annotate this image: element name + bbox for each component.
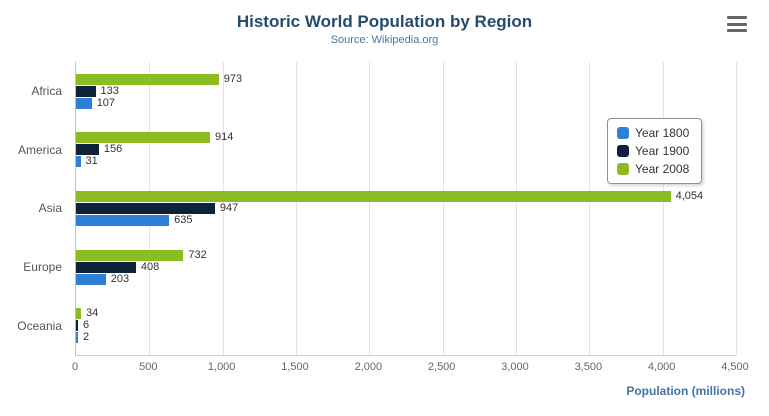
- category-row-oceania: 34 6 2: [76, 296, 736, 355]
- bar-year-2008-europe[interactable]: [76, 249, 184, 261]
- gridline: [662, 62, 664, 355]
- bar-year-1800-america[interactable]: [76, 156, 81, 168]
- legend: Year 1800 Year 1900 Year 2008: [607, 118, 703, 184]
- x-tick-label: 2,500: [427, 361, 456, 373]
- legend-swatch: [617, 145, 629, 157]
- bar-value-label: 31: [85, 155, 98, 168]
- bar-value-label: 947: [219, 201, 239, 214]
- gridline: [516, 62, 517, 355]
- bar-value-label: 6: [83, 319, 90, 332]
- x-tick-label: 3,500: [574, 361, 603, 373]
- bar-value-label: 156: [103, 143, 123, 156]
- hamburger-line: [727, 29, 747, 32]
- bar-year-2008-oceania[interactable]: [76, 308, 81, 320]
- gridline: [296, 62, 297, 355]
- category-label-europe: Europe: [23, 260, 62, 275]
- legend-label: Year 1900: [635, 144, 690, 158]
- x-tick-label: 4,500: [721, 361, 749, 373]
- legend-label: Year 2008: [635, 162, 690, 176]
- bar-year-1900-africa[interactable]: [76, 85, 96, 97]
- gridline: [442, 62, 444, 355]
- gridline: [369, 62, 371, 355]
- x-tick-label: 1,000: [207, 361, 236, 373]
- bar-value-label: 732: [188, 248, 207, 261]
- gridline: [736, 62, 737, 355]
- gridline: [222, 62, 224, 355]
- hamburger-line: [727, 22, 747, 26]
- category-row-africa: 973 133 107: [76, 62, 736, 121]
- category-row-america: 914 156 31: [76, 121, 736, 180]
- plot-area: 973 133 107 914 156 31 4,054 947 635 732 408 203 34 6…: [75, 62, 737, 356]
- bar-value-label: 4,054: [675, 189, 704, 202]
- bar-year-1900-asia[interactable]: [76, 202, 215, 214]
- bar-value-label: 34: [85, 307, 99, 320]
- bar-value-label: 408: [140, 260, 160, 273]
- bar-year-1800-africa[interactable]: [76, 97, 92, 109]
- bar-year-1800-oceania[interactable]: [76, 332, 78, 344]
- bar-year-1800-europe[interactable]: [76, 273, 106, 285]
- x-tick-label: 0: [71, 361, 79, 373]
- legend-item-year-1900[interactable]: Year 1900: [617, 144, 689, 158]
- category-label-america: America: [17, 142, 62, 157]
- bar-year-1800-asia[interactable]: [76, 214, 170, 226]
- bar-year-1900-oceania[interactable]: [76, 320, 78, 332]
- category-row-asia: 4,054 947 635: [76, 179, 736, 238]
- bar-year-2008-america[interactable]: [76, 132, 211, 144]
- bar-value-label: 914: [215, 131, 234, 144]
- bar-value-label: 635: [174, 213, 193, 226]
- category-row-europe: 732 408 203: [76, 238, 736, 297]
- category-label-oceania: Oceania: [17, 318, 62, 333]
- hamburger-line: [727, 16, 747, 19]
- bar-value-label: 107: [96, 96, 116, 109]
- bar-year-1900-europe[interactable]: [76, 261, 136, 273]
- category-label-africa: Africa: [31, 84, 62, 99]
- x-tick-label: 4,000: [647, 361, 676, 373]
- chart-subtitle: Source: Wikipedia.org: [330, 34, 439, 46]
- x-tick-label: 1,500: [281, 361, 309, 373]
- x-tick-label: 2,000: [354, 361, 383, 373]
- bar-value-label: 2: [83, 331, 90, 344]
- legend-item-year-2008[interactable]: Year 2008: [617, 162, 689, 176]
- bar-year-1900-america[interactable]: [76, 144, 99, 156]
- bar-year-2008-africa[interactable]: [76, 73, 219, 85]
- bar-value-label: 133: [100, 84, 119, 97]
- legend-item-year-1800[interactable]: Year 1800: [617, 126, 689, 140]
- bar-year-2008-asia[interactable]: [76, 190, 671, 202]
- bar-value-label: 203: [110, 272, 130, 285]
- category-axis-labels: Africa America Asia Europe Oceania: [0, 62, 68, 355]
- gridline: [589, 62, 591, 355]
- bar-value-label: 973: [223, 72, 243, 85]
- x-axis-title: Population (millions): [626, 384, 745, 398]
- hamburger-menu-icon[interactable]: [727, 16, 747, 32]
- legend-swatch: [617, 163, 629, 175]
- category-label-asia: Asia: [38, 201, 62, 216]
- x-tick-label: 3,000: [501, 361, 529, 373]
- x-tick-label: 500: [139, 361, 158, 373]
- legend-swatch: [617, 127, 629, 139]
- legend-label: Year 1800: [635, 126, 690, 140]
- chart-title: Historic World Population by Region: [236, 12, 533, 31]
